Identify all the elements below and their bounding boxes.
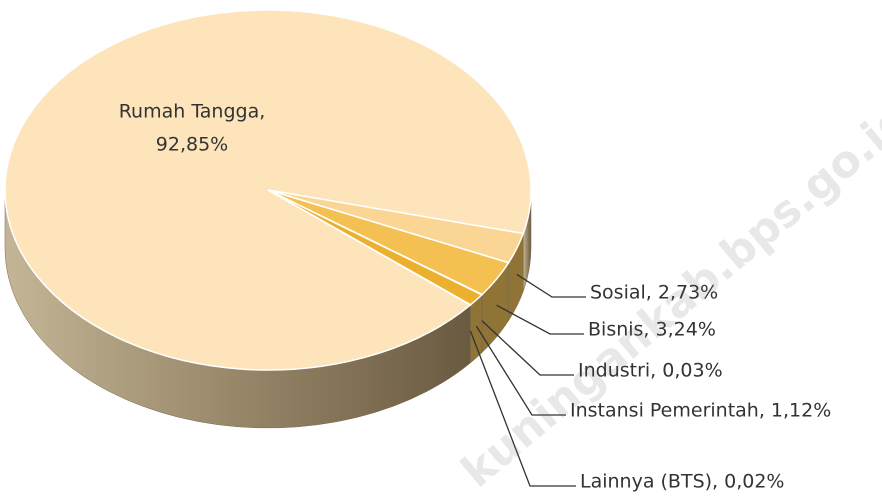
slice-label: Rumah Tangga, [119,101,266,123]
slice-label: 92,85% [156,134,228,156]
pie-slice [267,189,472,306]
leader-line [475,325,566,416]
leader-lines [469,273,586,487]
slice-label: Industri, 0,03% [578,360,723,382]
leader-line [516,273,586,298]
leader-line [469,330,576,487]
pie-tops [4,9,532,371]
slice-label: Bisnis, 3,24% [588,319,716,341]
slice-label: Sosial, 2,73% [590,282,718,304]
pie-side [470,294,483,364]
leader-line [496,304,584,335]
slice-label: Instansi Pemerintah, 1,12% [570,400,831,422]
labels: Rumah Tangga, 92,85% Sosial, 2,73% Bisnis, … [119,101,832,493]
slice-label: Lainnya (BTS), 0,02% [580,471,784,493]
leader-line [481,320,574,376]
